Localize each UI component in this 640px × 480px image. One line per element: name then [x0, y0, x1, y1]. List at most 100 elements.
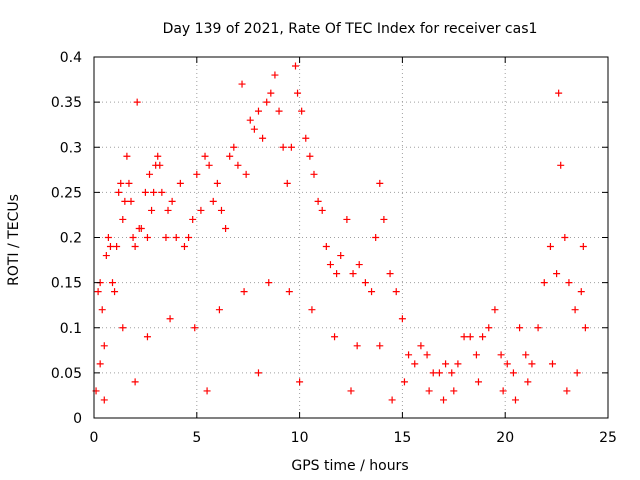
data-point	[150, 188, 158, 196]
data-point	[563, 387, 571, 395]
data-point	[172, 234, 180, 241]
data-point	[164, 206, 172, 214]
data-point	[259, 134, 267, 142]
data-point	[306, 152, 314, 160]
data-point	[191, 324, 199, 332]
data-point	[146, 170, 154, 178]
data-point	[322, 243, 330, 251]
data-point	[376, 342, 384, 350]
data-point	[201, 152, 209, 160]
data-point	[555, 89, 563, 97]
data-point	[104, 234, 112, 241]
data-point	[314, 197, 322, 205]
data-point	[129, 234, 137, 241]
data-point	[579, 243, 587, 251]
data-point	[185, 234, 193, 241]
data-point	[154, 152, 162, 160]
data-point	[176, 179, 184, 187]
data-point	[271, 71, 279, 79]
data-point	[333, 270, 341, 278]
data-point	[125, 179, 133, 187]
y-tick-label: 0	[73, 411, 82, 427]
y-tick-label: 0.1	[60, 321, 82, 337]
data-point	[534, 324, 542, 332]
y-axis-label: ROTI / TECUs	[6, 194, 22, 286]
x-tick-label: 5	[192, 430, 201, 446]
data-point	[398, 315, 406, 323]
data-point	[143, 234, 151, 241]
data-point	[343, 215, 351, 223]
data-point	[265, 279, 273, 287]
y-tick-label: 0.25	[51, 185, 82, 201]
data-point	[131, 378, 139, 386]
data-point	[460, 333, 468, 341]
data-point	[119, 324, 127, 332]
data-point	[111, 288, 119, 296]
data-point	[98, 306, 106, 314]
x-tick-label: 10	[291, 430, 309, 446]
data-point	[355, 261, 363, 269]
data-point	[411, 360, 419, 368]
data-point	[94, 288, 102, 296]
data-point	[548, 360, 556, 368]
data-point	[522, 351, 530, 359]
data-point	[131, 243, 139, 251]
data-point	[372, 234, 380, 241]
data-point	[291, 62, 299, 70]
data-point	[310, 170, 318, 178]
data-point	[450, 387, 458, 395]
data-point	[96, 360, 104, 368]
data-point	[267, 89, 275, 97]
data-point	[250, 125, 258, 133]
data-point	[425, 387, 433, 395]
data-point	[577, 288, 585, 296]
x-tick-label: 0	[90, 430, 99, 446]
data-point	[573, 369, 581, 377]
data-point	[106, 243, 114, 251]
data-point	[388, 396, 396, 404]
data-point	[162, 234, 170, 241]
data-point	[546, 243, 554, 251]
data-point	[386, 270, 394, 278]
data-point	[193, 170, 201, 178]
data-point	[553, 270, 561, 278]
data-point	[302, 134, 310, 142]
data-point	[331, 333, 339, 341]
data-point	[474, 378, 482, 386]
data-point	[561, 234, 569, 241]
data-point	[254, 369, 262, 377]
data-point	[158, 188, 166, 196]
data-point	[189, 215, 197, 223]
data-point	[279, 143, 287, 151]
chart-title: Day 139 of 2021, Rate Of TEC Index for r…	[163, 21, 538, 37]
data-point	[121, 197, 129, 205]
data-point	[115, 188, 123, 196]
data-point	[127, 197, 135, 205]
data-point	[497, 351, 505, 359]
data-point	[485, 324, 493, 332]
data-point	[565, 279, 573, 287]
data-point	[442, 360, 450, 368]
data-point	[347, 387, 355, 395]
data-point	[119, 215, 127, 223]
data-point	[143, 333, 151, 341]
data-point	[423, 351, 431, 359]
data-point	[368, 288, 376, 296]
data-point	[263, 98, 271, 106]
data-point	[217, 206, 225, 214]
data-point	[435, 369, 443, 377]
data-point	[392, 288, 400, 296]
data-point	[524, 378, 532, 386]
data-point	[503, 360, 511, 368]
data-point	[222, 224, 230, 232]
data-point	[405, 351, 413, 359]
data-point	[203, 387, 211, 395]
y-tick-label: 0.35	[51, 95, 82, 111]
axis-ticks: 0 5 10 15 20 25 0 0.05 0.1 0.15 0.2 0.25 0.3 0.35 0.4	[51, 50, 617, 446]
x-tick-label: 15	[393, 430, 411, 446]
data-point	[102, 252, 110, 260]
data-point	[148, 206, 156, 214]
data-point	[123, 152, 131, 160]
data-point	[100, 342, 108, 350]
